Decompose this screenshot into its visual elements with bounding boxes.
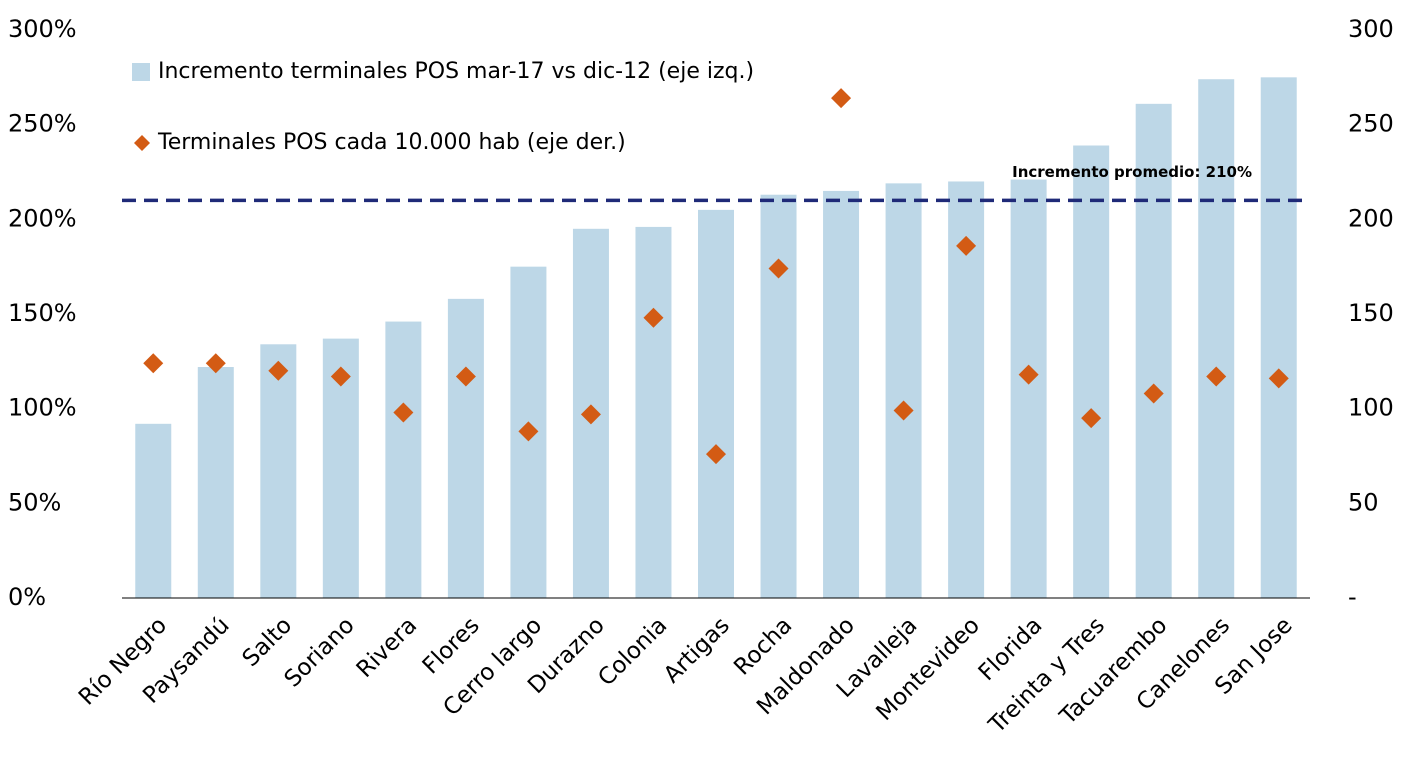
bar bbox=[1073, 145, 1110, 598]
diamond-marker bbox=[330, 366, 351, 387]
bar bbox=[1198, 79, 1235, 598]
reference-label: Incremento promedio: 210% bbox=[1012, 163, 1252, 181]
y2-tick-label: 100 bbox=[1348, 394, 1394, 422]
bar bbox=[1260, 77, 1297, 599]
diamond-marker bbox=[268, 360, 289, 381]
y-tick-label: 150% bbox=[8, 299, 77, 327]
diamond-marker bbox=[1081, 408, 1102, 429]
y2-tick-label: 50 bbox=[1348, 488, 1379, 516]
diamond-marker bbox=[1206, 366, 1227, 387]
y-tick-label: 200% bbox=[8, 204, 77, 232]
x-tick-label: Tacuarembo bbox=[1055, 612, 1173, 730]
diamond-marker bbox=[706, 444, 726, 465]
legend-marker bbox=[134, 135, 150, 151]
x-tick-label: Soriano bbox=[280, 612, 360, 692]
bar bbox=[760, 194, 797, 598]
y2-tick-label: 300 bbox=[1348, 15, 1394, 43]
y2-tick-label: - bbox=[1348, 583, 1357, 611]
y-tick-label: 300% bbox=[8, 15, 77, 43]
diamond-marker bbox=[205, 353, 226, 374]
diamond-marker bbox=[1018, 364, 1039, 385]
bar bbox=[698, 209, 734, 598]
bar bbox=[135, 423, 172, 598]
bar bbox=[447, 298, 484, 598]
x-tick-label: Colonia bbox=[593, 612, 672, 691]
legend-marker bbox=[132, 63, 150, 81]
legend-label: Incremento terminales POS mar-17 vs dic-… bbox=[158, 59, 754, 84]
diamond-marker bbox=[956, 235, 977, 256]
bar bbox=[885, 183, 922, 599]
y2-tick-label: 150 bbox=[1348, 299, 1394, 327]
diamond-marker bbox=[1143, 383, 1164, 404]
diamond-marker bbox=[143, 353, 164, 374]
y-tick-label: 0% bbox=[8, 583, 46, 611]
diamond-marker bbox=[831, 88, 852, 109]
y-tick-label: 100% bbox=[8, 394, 77, 422]
bar bbox=[260, 344, 297, 598]
bar bbox=[197, 367, 234, 598]
bar bbox=[1010, 179, 1047, 598]
x-tick-label: Salto bbox=[238, 612, 298, 672]
diamond-marker bbox=[580, 404, 601, 425]
diamond-marker bbox=[643, 307, 664, 328]
x-tick-label: Rivera bbox=[352, 612, 422, 682]
bar bbox=[385, 321, 422, 598]
bar bbox=[635, 226, 672, 598]
diamond-marker bbox=[893, 400, 914, 421]
y2-tick-label: 250 bbox=[1348, 110, 1394, 138]
y2-tick-label: 200 bbox=[1348, 204, 1394, 232]
diamond-marker bbox=[455, 366, 476, 387]
y-tick-label: 50% bbox=[8, 488, 61, 516]
y-tick-label: 250% bbox=[8, 110, 77, 138]
diamond-marker bbox=[393, 402, 414, 423]
x-tick-label: Artigas bbox=[659, 612, 735, 688]
bar bbox=[1135, 103, 1172, 598]
legend-label: Terminales POS cada 10.000 hab (eje der.… bbox=[157, 130, 626, 155]
bar bbox=[823, 190, 860, 598]
diamond-marker bbox=[518, 421, 539, 442]
diamond-marker bbox=[1268, 368, 1289, 389]
diamond-marker bbox=[768, 258, 789, 279]
